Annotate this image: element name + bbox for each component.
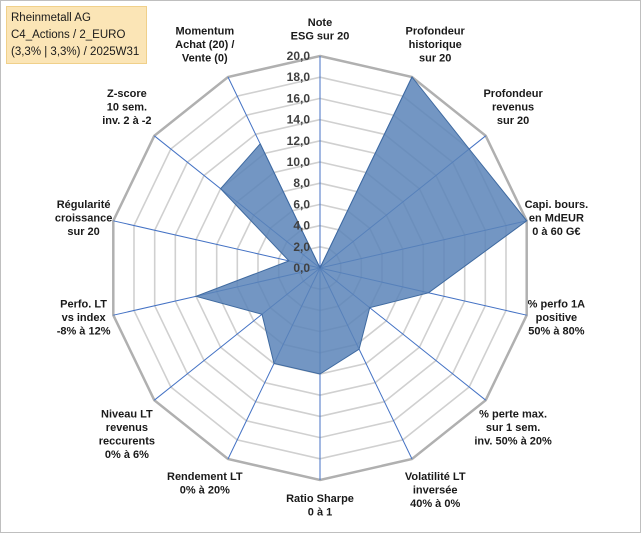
axis-label-line: croissance <box>55 212 112 224</box>
axis-label: Profondeur historique sur 20 <box>406 26 466 65</box>
axis-label: Capi. bours. en MdEUR 0 à 60 G€ <box>525 199 589 238</box>
axis-label-line: sur 20 <box>67 226 99 238</box>
tick-label: 16,0 <box>287 91 311 105</box>
axis-label-line: vs index <box>62 312 107 324</box>
axis-label: % perfo 1A positive 50% à 80% <box>528 299 586 338</box>
axis-spoke <box>113 220 321 269</box>
axis-label-line: 0 à 1 <box>308 507 332 519</box>
axis-label-line: 0% à 6% <box>105 449 149 461</box>
axis-label-line: positive <box>536 312 578 324</box>
axis-label: Profondeur revenus sur 20 <box>483 88 543 127</box>
axis-label-line: Régularité <box>57 199 111 211</box>
title-line-1: Rheinmetall AG <box>11 12 91 24</box>
axis-label-line: % perte max. <box>479 409 547 421</box>
axis-label-line: inv. 50% à 20% <box>474 436 552 448</box>
axis-label: Niveau LT revenus reccurents 0% à 6% <box>99 409 155 462</box>
axis-label-line: 50% à 80% <box>528 326 584 338</box>
radar-axis-labels: Note ESG sur 20 Profondeur historique sur 20… <box>55 17 588 519</box>
tick-label: 6,0 <box>293 197 310 211</box>
axis-label-line: % perfo 1A <box>528 299 586 311</box>
axis-label-line: -8% à 12% <box>57 326 111 338</box>
axis-label: Ratio Sharpe 0 à 1 <box>286 493 354 519</box>
axis-label: Rendement LT 0% à 20% <box>167 471 243 497</box>
axis-label-line: Note <box>308 17 332 29</box>
axis-label-line: reccurents <box>99 436 155 448</box>
radar-series <box>194 76 528 375</box>
axis-label-line: Z-score <box>107 88 147 100</box>
axis-label: Momentum Achat (20) / Vente (0) <box>175 26 234 65</box>
tick-label: 10,0 <box>287 155 311 169</box>
axis-label-line: revenus <box>106 422 148 434</box>
axis-label-line: Volatilité LT <box>405 471 466 483</box>
axis-label: Régularité croissance sur 20 <box>55 199 112 238</box>
axis-label: Note ESG sur 20 <box>291 17 350 43</box>
axis-label-line: Rendement LT <box>167 471 243 483</box>
axis-label-line: Perfo. LT <box>60 299 107 311</box>
axis-label-line: Ratio Sharpe <box>286 493 354 505</box>
title-line-2: C4_Actions / 2_EURO <box>11 29 126 41</box>
tick-label: 4,0 <box>293 219 310 233</box>
axis-label-line: Vente (0) <box>182 53 228 65</box>
axis-label-line: en MdEUR <box>529 212 584 224</box>
tick-label: 12,0 <box>287 134 311 148</box>
axis-label-line: historique <box>409 39 462 51</box>
axis-label-line: 0 à 60 G€ <box>532 226 580 238</box>
axis-label-line: 0% à 20% <box>180 484 230 496</box>
axis-label-line: sur 1 sem. <box>486 422 540 434</box>
axis-label-line: Momentum <box>175 26 234 38</box>
axis-label: % perte max. sur 1 sem. inv. 50% à 20% <box>474 409 552 448</box>
tick-label: 20,0 <box>287 49 311 63</box>
tick-label: 8,0 <box>293 176 310 190</box>
axis-label: Z-score 10 sem. inv. 2 à -2 <box>102 88 151 127</box>
axis-label: Perfo. LT vs index -8% à 12% <box>57 299 111 338</box>
axis-label-line: 40% à 0% <box>410 498 460 510</box>
axis-label: Volatilité LT inversée 40% à 0% <box>405 471 466 510</box>
axis-label-line: inversée <box>413 484 458 496</box>
axis-label-line: Achat (20) / <box>175 39 234 51</box>
title-line-3: (3,3% | 3,3%) / 2025W31 <box>11 46 140 58</box>
tick-label: 2,0 <box>293 240 310 254</box>
tick-label: 14,0 <box>287 113 311 127</box>
axis-label-line: Capi. bours. <box>525 199 589 211</box>
axis-label-line: inv. 2 à -2 <box>102 115 151 127</box>
radar-tick-labels: 0,0 2,0 4,0 6,0 8,0 10,0 12,0 14,0 16,0 18,0 20,0 <box>287 49 311 275</box>
axis-label-line: Profondeur <box>483 88 543 100</box>
axis-label-line: sur 20 <box>497 115 529 127</box>
chart-title-box: Rheinmetall AG C4_Actions / 2_EURO (3,3%… <box>6 6 147 64</box>
axis-label-line: revenus <box>492 101 534 113</box>
axis-label-line: ESG sur 20 <box>291 31 350 43</box>
axis-label-line: Niveau LT <box>101 409 153 421</box>
tick-label: 0,0 <box>293 261 310 275</box>
axis-label-line: Profondeur <box>406 26 466 38</box>
axis-label-line: sur 20 <box>419 53 451 65</box>
series-area <box>194 76 528 375</box>
axis-label-line: 10 sem. <box>107 101 147 113</box>
tick-label: 18,0 <box>287 70 311 84</box>
